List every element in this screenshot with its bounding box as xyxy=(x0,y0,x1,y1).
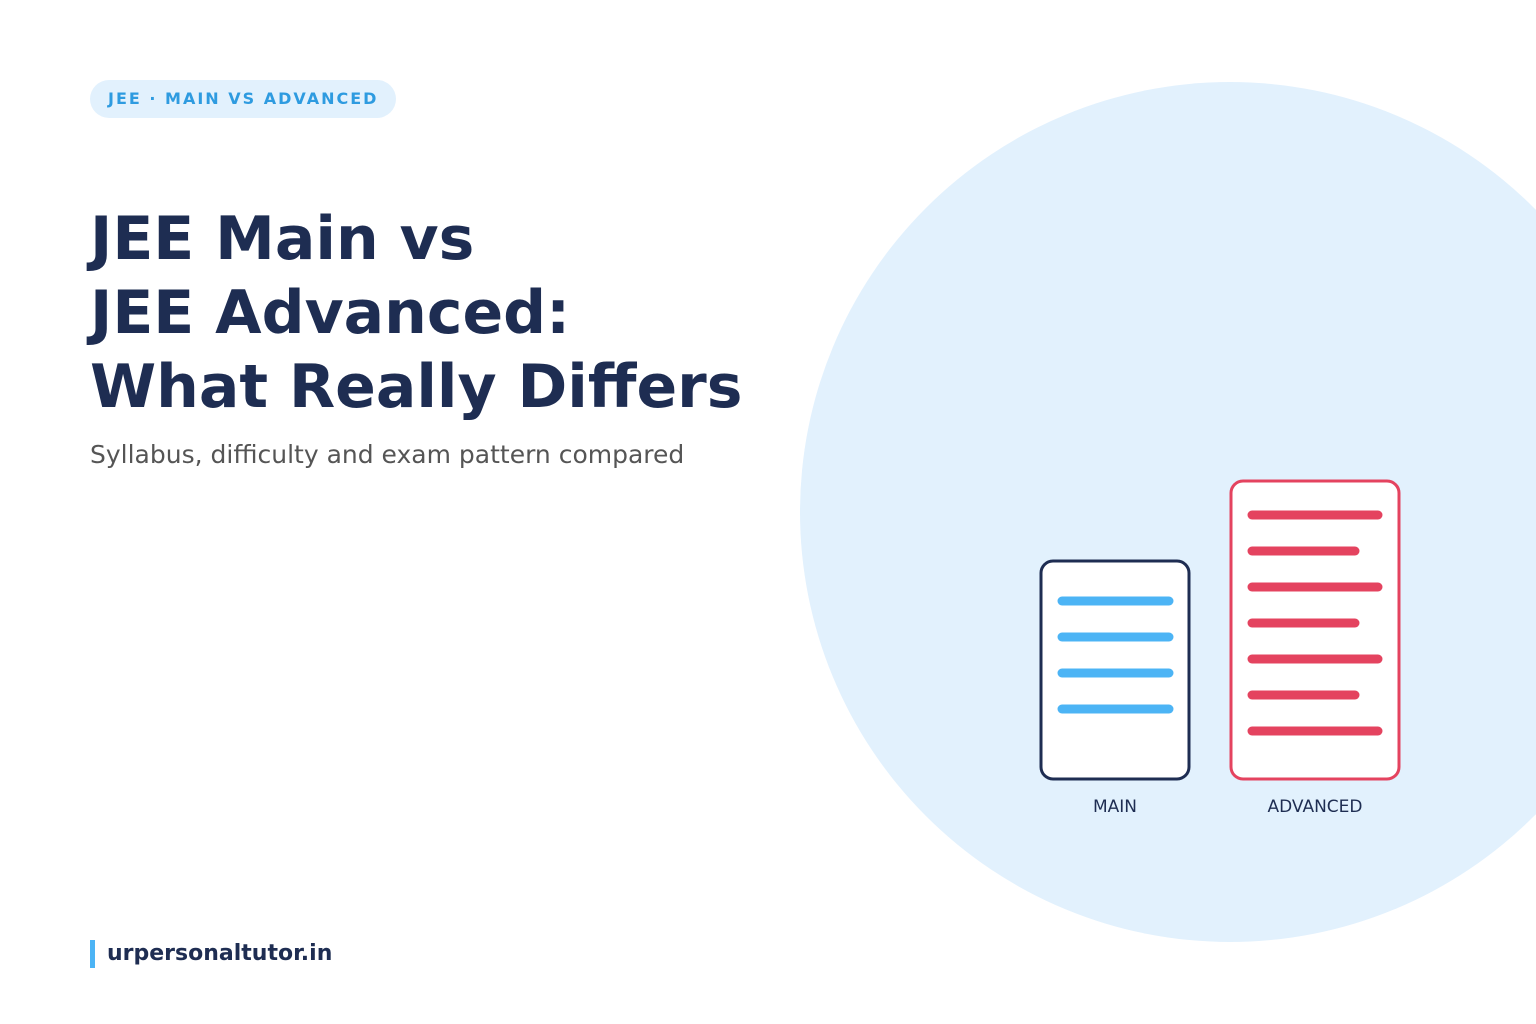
advanced-label: ADVANCED xyxy=(1267,797,1362,817)
title-line: What Really Differs xyxy=(90,352,743,422)
title-line: JEE Advanced: xyxy=(90,278,571,348)
background-circle xyxy=(800,82,1536,942)
subtitle: Syllabus, difficulty and exam pattern co… xyxy=(90,440,685,469)
footer: urpersonaltutor.in xyxy=(90,940,332,968)
main-label: MAIN xyxy=(1093,797,1137,817)
title-line: JEE Main vs xyxy=(90,204,475,274)
main-lines xyxy=(1057,596,1174,714)
advanced-lines xyxy=(1247,510,1383,736)
tag: JEE · MAIN VS ADVANCED xyxy=(90,80,397,118)
title: JEE Main vs JEE Advanced: What Really Di… xyxy=(90,202,742,424)
